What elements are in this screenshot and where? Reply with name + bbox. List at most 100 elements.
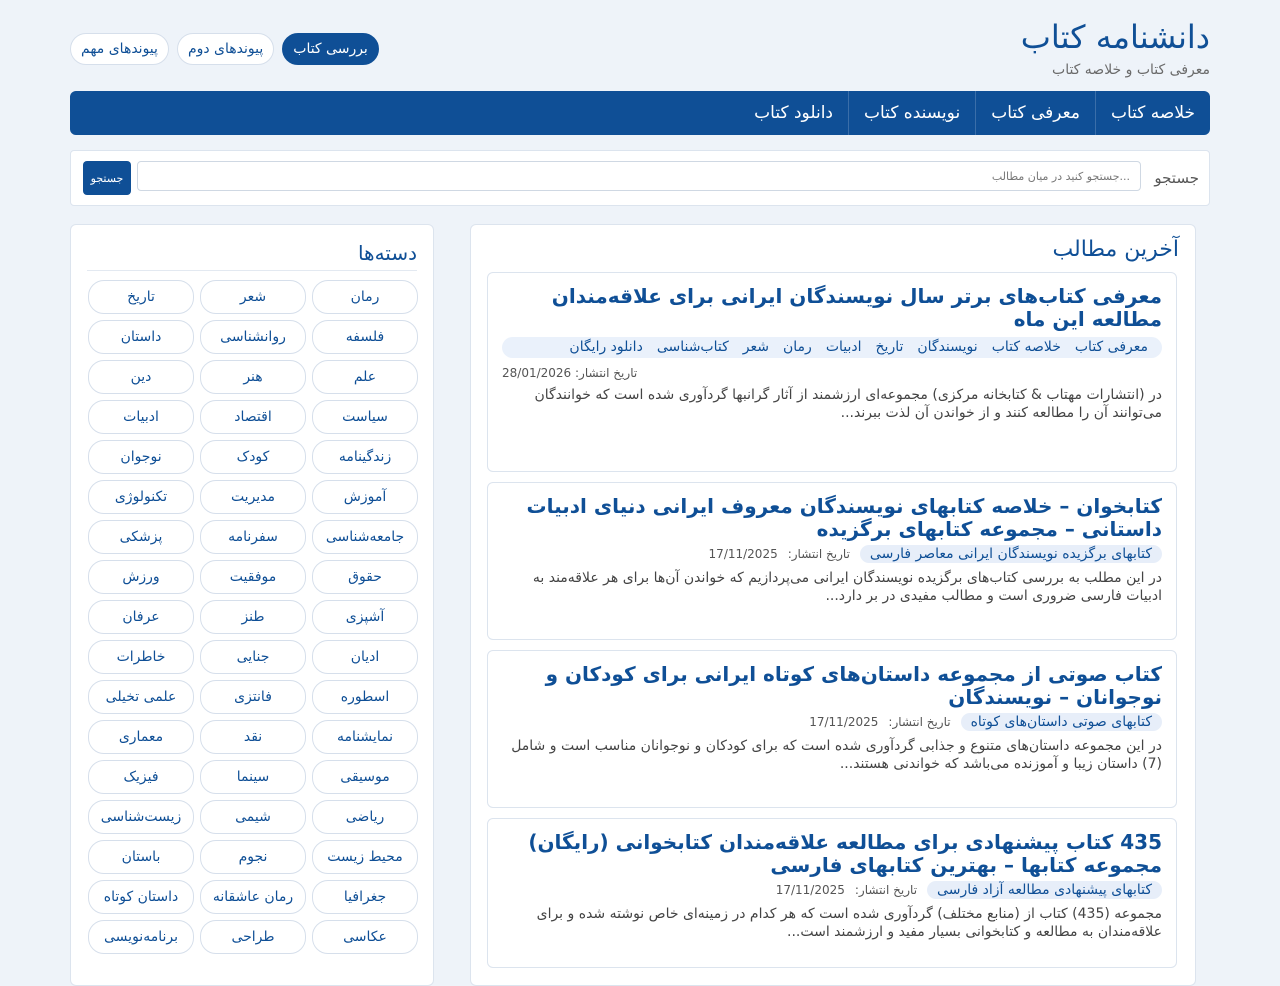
tag-pill[interactable]: آشپزی <box>312 600 418 634</box>
sidebar-title: دسته‌ها <box>357 241 417 265</box>
tag-pill[interactable]: داستان کوتاه <box>88 880 194 914</box>
tag-pill[interactable]: موسیقی <box>312 760 418 794</box>
post-date: 17/11/2025 <box>708 547 778 561</box>
tag-pill[interactable]: ریاضی <box>312 800 418 834</box>
post-category-link[interactable]: معرفی کتاب <box>1074 339 1148 355</box>
tag-cloud: رمان شعر تاریخ فلسفه روانشناسی داستان علم هنر دی… <box>88 280 418 954</box>
tag-pill[interactable]: سینما <box>200 760 306 794</box>
post-card: کتاب صوتی از مجموعه داستان‌های کوتاه ایر… <box>487 650 1177 808</box>
post-excerpt: در این مطلب به بررسی کتاب‌های برگزیده نو… <box>532 570 1162 604</box>
post-title[interactable]: 435 کتاب پیشنهادی برای مطالعه علاقه‌مندا… <box>528 830 1162 877</box>
tag-pill[interactable]: علم <box>312 360 418 394</box>
top-links: پیوندهای مهم پیوندهای دوم بررسی کتاب <box>70 33 379 65</box>
tag-pill[interactable]: هنر <box>200 360 306 394</box>
post-date: 17/11/2025 <box>775 883 845 897</box>
sidebar: دسته‌ها رمان شعر تاریخ فلسفه روانشناسی داستان… <box>70 224 434 986</box>
tag-pill[interactable]: سیاست <box>312 400 418 434</box>
tag-pill[interactable]: ادیان <box>312 640 418 674</box>
nav-item-intro[interactable]: معرفی کتاب <box>975 91 1095 135</box>
tag-pill[interactable]: طراحی <box>200 920 306 954</box>
tag-pill[interactable]: ورزش <box>88 560 194 594</box>
post-category-link[interactable]: کتاب‌شناسی <box>656 339 729 355</box>
post-category-badge[interactable]: کتابهای پیشنهادی مطالعه آزاد فارسی <box>927 881 1162 899</box>
tag-pill[interactable]: فیزیک <box>88 760 194 794</box>
post-category-link[interactable]: ادبیات <box>825 339 862 355</box>
tag-pill[interactable]: نقد <box>200 720 306 754</box>
tag-pill[interactable]: روانشناسی <box>200 320 306 354</box>
post-category-link[interactable]: نویسندگان <box>917 339 978 355</box>
main-title: آخرین مطالب <box>1052 237 1179 262</box>
tag-pill[interactable]: طنز <box>200 600 306 634</box>
post-title[interactable]: معرفی کتاب‌های برتر سال نویسندگان ایرانی… <box>551 284 1162 331</box>
post-category-link[interactable]: رمان <box>783 339 812 355</box>
tag-pill[interactable]: عرفان <box>88 600 194 634</box>
post-category-link[interactable]: دانلود رایگان <box>569 339 643 355</box>
tag-pill[interactable]: زندگینامه <box>312 440 418 474</box>
tag-pill[interactable]: رمان <box>312 280 418 314</box>
nav-item-summary[interactable]: خلاصه کتاب <box>1094 91 1210 135</box>
tag-pill[interactable]: تاریخ <box>88 280 194 314</box>
search-input[interactable] <box>137 161 1141 191</box>
tag-pill[interactable]: موفقیت <box>200 560 306 594</box>
tag-pill[interactable]: جغرافیا <box>312 880 418 914</box>
nav-item-download[interactable]: دانلود کتاب <box>754 103 833 123</box>
tag-pill[interactable]: شیمی <box>200 800 306 834</box>
main-content: آخرین مطالب معرفی کتاب‌های برتر سال نویس… <box>470 224 1196 986</box>
tag-pill[interactable]: پزشکی <box>88 520 194 554</box>
tag-pill[interactable]: شعر <box>200 280 306 314</box>
tag-pill[interactable]: کودک <box>200 440 306 474</box>
tag-pill[interactable]: برنامه‌نویسی <box>88 920 194 954</box>
post-title[interactable]: کتاب صوتی از مجموعه داستان‌های کوتاه ایر… <box>545 662 1162 709</box>
tag-pill[interactable]: فلسفه <box>312 320 418 354</box>
tag-pill[interactable]: نجوم <box>200 840 306 874</box>
post-date-row: تاریخ انتشار: 28/01/2026 <box>502 366 1162 380</box>
tag-pill[interactable]: رمان عاشقانه <box>200 880 306 914</box>
tag-pill[interactable]: اقتصاد <box>200 400 306 434</box>
tag-pill[interactable]: تکنولوژی <box>88 480 194 514</box>
post-meta: کتابهای برگزیده نویسندگان ایرانی معاصر ف… <box>502 545 1162 563</box>
tag-pill[interactable]: علمی تخیلی <box>88 680 194 714</box>
post-date: 17/11/2025 <box>809 715 879 729</box>
tag-pill[interactable]: اسطوره <box>312 680 418 714</box>
tag-pill[interactable]: آموزش <box>312 480 418 514</box>
site-title[interactable]: دانشنامه کتاب <box>1020 18 1210 56</box>
top-link-review[interactable]: بررسی کتاب <box>282 33 379 65</box>
tag-pill[interactable]: نوجوان <box>88 440 194 474</box>
search-button[interactable]: جستجو <box>83 161 131 195</box>
tag-pill[interactable]: ادبیات <box>88 400 194 434</box>
nav-item-author[interactable]: نویسنده کتاب <box>848 91 975 135</box>
tag-pill[interactable]: فانتزی <box>200 680 306 714</box>
tag-pill[interactable]: باستان <box>88 840 194 874</box>
tag-pill[interactable]: سفرنامه <box>200 520 306 554</box>
post-date-label: تاریخ انتشار: <box>888 715 951 729</box>
post-category-link[interactable]: خلاصه کتاب <box>991 339 1061 355</box>
post-category-badge[interactable]: کتابهای صوتی داستان‌های کوتاه <box>960 713 1162 731</box>
post-date-label: تاریخ انتشار: <box>787 547 850 561</box>
tag-pill[interactable]: محیط زیست <box>312 840 418 874</box>
post-card: معرفی کتاب‌های برتر سال نویسندگان ایرانی… <box>487 272 1177 472</box>
post-title[interactable]: کتابخوان – خلاصه کتابهای نویسندگان معروف… <box>526 494 1162 541</box>
page: دانشنامه کتاب معرفی کتاب و خلاصه کتاب پی… <box>70 0 1210 986</box>
post-date-label: تاریخ انتشار: <box>575 366 638 380</box>
post-excerpt: مجموعه (435) کتاب از (منابع مختلف) گردآو… <box>536 906 1162 940</box>
post-category-link[interactable]: شعر <box>742 339 769 355</box>
post-category-badge[interactable]: کتابهای برگزیده نویسندگان ایرانی معاصر ف… <box>859 545 1162 563</box>
tag-pill[interactable]: نمایشنامه <box>312 720 418 754</box>
tag-pill[interactable]: عکاسی <box>312 920 418 954</box>
top-link-important[interactable]: پیوندهای مهم <box>70 33 169 65</box>
tag-pill[interactable]: جنایی <box>200 640 306 674</box>
tag-pill[interactable]: زیست‌شناسی <box>88 800 194 834</box>
post-date-label: تاریخ انتشار: <box>854 883 918 897</box>
tag-pill[interactable]: خاطرات <box>88 640 194 674</box>
tag-pill[interactable]: دین <box>88 360 194 394</box>
top-link-second[interactable]: پیوندهای دوم <box>176 33 275 65</box>
tag-pill[interactable]: مدیریت <box>200 480 306 514</box>
tag-pill[interactable]: داستان <box>88 320 194 354</box>
tag-pill[interactable]: جامعه‌شناسی <box>312 520 418 554</box>
post-meta: کتابهای صوتی داستان‌های کوتاه تاریخ انتش… <box>502 713 1162 731</box>
tag-pill[interactable]: معماری <box>88 720 194 754</box>
main-nav: خلاصه کتاب معرفی کتاب نویسنده کتاب دانلو… <box>70 91 1210 135</box>
post-category-link[interactable]: تاریخ <box>875 339 904 355</box>
post-excerpt: در (انتشارات مهتاب & کتابخانه مرکزی) مجم… <box>534 387 1163 421</box>
tag-pill[interactable]: حقوق <box>312 560 418 594</box>
